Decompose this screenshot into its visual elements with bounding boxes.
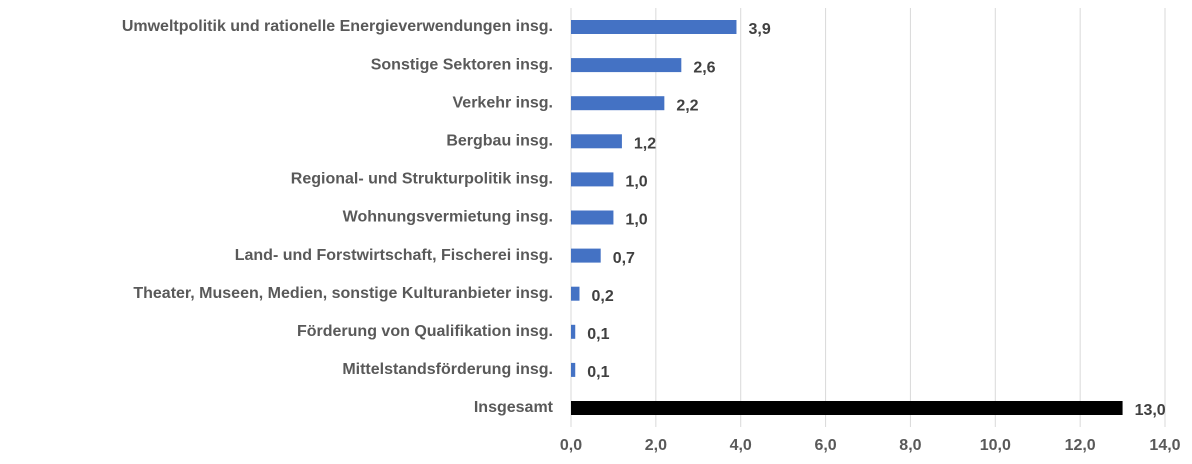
x-tick-label: 0,0 xyxy=(560,437,582,454)
y-tick-label: Regional- und Strukturpolitik insg. xyxy=(291,171,553,188)
data-label: 1,0 xyxy=(625,174,647,191)
bar xyxy=(571,362,576,377)
y-tick-label: Umweltpolitik und rationelle Energieverw… xyxy=(122,18,553,35)
data-label: 0,1 xyxy=(587,326,609,343)
x-tick-label: 6,0 xyxy=(814,437,836,454)
y-tick-label: Sonstige Sektoren insg. xyxy=(371,56,553,73)
bar xyxy=(571,324,576,339)
bar xyxy=(571,210,614,225)
bar xyxy=(571,172,614,187)
x-tick-label: 12,0 xyxy=(1065,437,1096,454)
x-tick-label: 10,0 xyxy=(980,437,1011,454)
x-tick-label: 14,0 xyxy=(1149,437,1180,454)
y-tick-label: Wohnungsvermietung insg. xyxy=(343,209,553,226)
data-label: 0,2 xyxy=(591,288,613,305)
y-tick-label: Verkehr insg. xyxy=(453,94,554,111)
data-label: 13,0 xyxy=(1135,402,1166,419)
bar xyxy=(571,96,665,111)
y-tick-label: Insgesamt xyxy=(474,399,554,416)
bar xyxy=(571,58,682,73)
x-tick-label: 2,0 xyxy=(645,437,667,454)
bar xyxy=(571,134,622,149)
data-label: 2,2 xyxy=(676,97,698,114)
bar xyxy=(571,401,1123,415)
data-label: 1,2 xyxy=(634,136,656,153)
data-label: 1,0 xyxy=(625,212,647,229)
y-tick-label: Theater, Museen, Medien, sonstige Kultur… xyxy=(133,285,553,302)
x-tick-label: 8,0 xyxy=(899,437,921,454)
data-label: 3,9 xyxy=(748,21,770,38)
y-tick-label: Mittelstandsförderung insg. xyxy=(342,361,553,378)
y-tick-label: Bergbau insg. xyxy=(446,133,553,150)
y-tick-label: Förderung von Qualifikation insg. xyxy=(297,323,553,340)
data-label: 0,7 xyxy=(613,250,635,267)
bar xyxy=(571,286,580,301)
data-label: 0,1 xyxy=(587,364,609,381)
bar xyxy=(571,20,737,34)
bar xyxy=(571,248,601,263)
x-tick-label: 4,0 xyxy=(730,437,752,454)
y-tick-label: Land- und Forstwirtschaft, Fischerei ins… xyxy=(235,247,553,264)
data-label: 2,6 xyxy=(693,59,715,76)
